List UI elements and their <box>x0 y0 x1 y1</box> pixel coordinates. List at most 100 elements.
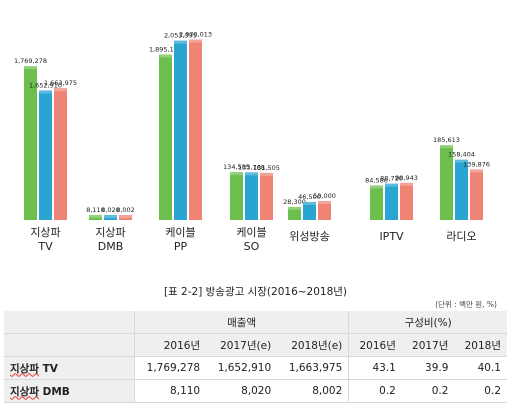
bar-highlight <box>159 54 172 58</box>
bar <box>385 183 398 220</box>
category-label: 위성방송 <box>289 230 329 243</box>
data-label: 46,500 <box>298 193 321 201</box>
row-header-main: 지상파 <box>10 362 39 375</box>
category-label: 지상파 <box>30 226 60 239</box>
bar <box>104 215 117 220</box>
year-header-row: 2016년 2017년(e) 2018년(e) 2016년 2017년 2018… <box>4 333 507 357</box>
table-cell: 8,002 <box>277 379 349 403</box>
bar-highlight <box>245 172 258 176</box>
bar-highlight <box>104 215 117 218</box>
data-label: 28,300 <box>283 198 306 206</box>
category-sublabel: SO <box>244 240 260 253</box>
bar <box>370 185 383 220</box>
bar-highlight <box>318 201 331 204</box>
bar <box>54 88 67 221</box>
year-header: 2018년(e) <box>277 333 349 357</box>
bar-highlight <box>24 66 37 70</box>
table-cell: 0.2 <box>348 379 402 403</box>
ratio-group-header: 구성비(%) <box>348 311 507 334</box>
bar <box>119 215 132 220</box>
group-header-row: 매출액 구성비(%) <box>4 311 507 334</box>
bar-highlight <box>288 206 301 210</box>
category-label: 지상파 <box>95 226 125 239</box>
data-label: 139,876 <box>463 160 490 168</box>
bar <box>159 54 172 221</box>
table-cell: 0.2 <box>454 379 507 403</box>
bar-highlight <box>39 90 52 94</box>
category-label: 케이블 <box>165 226 195 239</box>
category-sublabel: TV <box>37 240 53 253</box>
data-label: 50,000 <box>313 192 336 200</box>
bar-highlight <box>440 145 453 149</box>
data-label: 1,652,910 <box>29 81 62 89</box>
table-cell: 1,652,910 <box>206 356 278 380</box>
year-header: 2017년 <box>401 333 455 357</box>
bar-highlight <box>303 201 316 205</box>
table-cell: 0.2 <box>401 379 455 403</box>
bar <box>470 169 483 220</box>
bar-highlight <box>470 169 483 173</box>
bar-highlight <box>54 88 67 92</box>
category-sublabel: DMB <box>98 240 124 253</box>
data-label: 2,070,013 <box>179 30 212 38</box>
table-cell: 39.9 <box>401 356 455 380</box>
bar-highlight <box>119 215 132 218</box>
bar <box>455 159 468 220</box>
bar-highlight <box>89 215 102 218</box>
bars-layer: 1,769,278 8,110 1,895,123 134,585 28,300 84,5… <box>14 30 490 221</box>
data-label: 8,020 <box>101 206 120 214</box>
table-cell: 43.1 <box>348 356 402 380</box>
data-label: 8,110 <box>86 206 105 214</box>
data-label: 133,768 <box>238 163 265 171</box>
bar-highlight <box>260 172 273 176</box>
corner-cell <box>4 311 135 334</box>
table-caption: [표 2-2] 방송광고 시장(2016~2018년) <box>163 286 348 298</box>
table-row: 지상파 TV 1,769,278 1,652,910 1,663,975 43.… <box>4 356 507 380</box>
category-label: 라디오 <box>446 230 476 243</box>
year-header: 2017년(e) <box>206 333 278 357</box>
bar <box>189 39 202 220</box>
category-sublabel: PP <box>174 240 188 253</box>
data-label: 84,586 <box>365 176 388 184</box>
data-label: 8,002 <box>116 206 135 214</box>
row-header-sub: DMB <box>38 385 70 398</box>
category-label: 케이블 <box>236 226 266 239</box>
data-label: 2,053,395 <box>164 32 197 40</box>
bar <box>260 172 273 220</box>
bar-highlight <box>400 182 413 186</box>
bar <box>230 172 243 220</box>
bar-highlight <box>189 39 202 43</box>
row-header: 지상파 TV <box>4 356 135 380</box>
table-cell: 40.1 <box>454 356 507 380</box>
data-label: 88,726 <box>380 175 403 183</box>
year-header: 2016년 <box>134 333 207 357</box>
data-label: 1,663,975 <box>44 79 77 87</box>
table-cell: 1,769,278 <box>134 356 207 380</box>
bar <box>288 206 301 220</box>
bar <box>303 201 316 220</box>
bar <box>24 66 37 220</box>
data-label: 158,404 <box>448 151 475 159</box>
bar <box>89 215 102 220</box>
table-cell: 1,663,975 <box>277 356 349 380</box>
year-header: 2018년 <box>454 333 507 357</box>
table-cell: 8,110 <box>134 379 207 403</box>
bar <box>39 90 52 220</box>
row-header-main: 지상파 <box>10 385 39 398</box>
bar-highlight <box>174 40 187 44</box>
table-cell: 8,020 <box>206 379 278 403</box>
category-label: IPTV <box>379 230 404 243</box>
data-label: 185,613 <box>433 136 460 144</box>
data-label: 90,943 <box>395 174 418 182</box>
bar <box>245 172 258 220</box>
data-label: 1,769,278 <box>14 57 47 65</box>
data-label: 131,505 <box>253 164 280 172</box>
table-row: 지상파 DMB 8,110 8,020 8,002 0.2 0.2 0.2 <box>4 379 507 403</box>
bar <box>400 182 413 220</box>
row-header-sub: TV <box>38 362 58 375</box>
bar-chart: 1,769,278 8,110 1,895,123 134,585 28,300 84,5… <box>14 30 490 253</box>
bar-highlight <box>230 172 243 176</box>
sales-group-header: 매출액 <box>133 311 349 334</box>
bar-highlight <box>370 185 383 189</box>
